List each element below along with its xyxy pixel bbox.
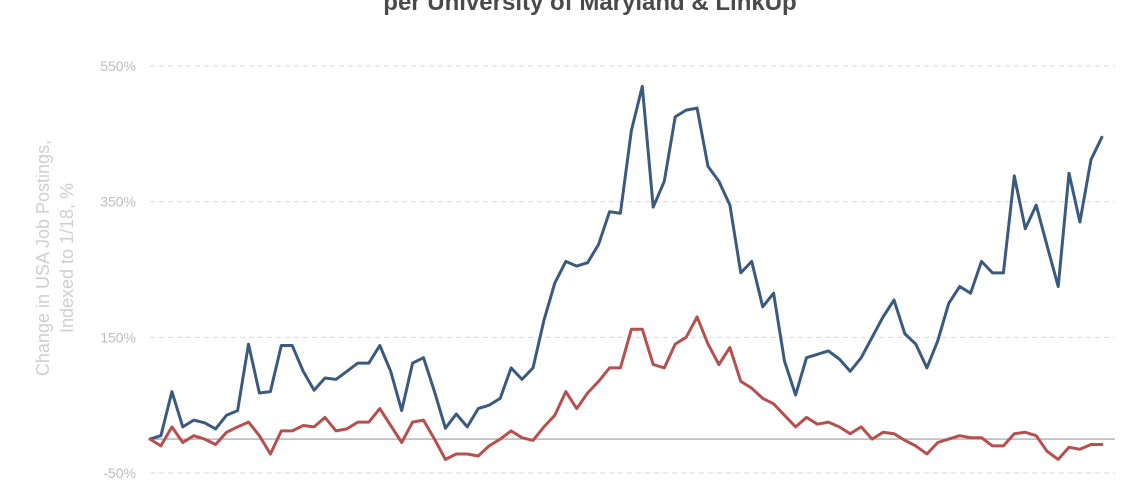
chart-title: per University of Maryland & LinkUp <box>383 0 796 16</box>
y-axis-label-line-2: Indexed to 1/18, % <box>57 183 77 333</box>
y-tick-label: 150% <box>100 329 136 345</box>
y-axis-label: Change in USA Job Postings, Indexed to 1… <box>33 140 77 376</box>
y-tick-label: -50% <box>103 465 136 481</box>
y-axis-ticks: 550% 350% 150% -50% <box>100 58 136 481</box>
series-line-1 <box>148 84 1104 441</box>
series-line-2 <box>148 315 1104 461</box>
y-axis-label-line-1: Change in USA Job Postings, <box>33 140 53 376</box>
gridlines <box>150 65 1115 474</box>
y-tick-label: 550% <box>100 58 136 74</box>
y-tick-label: 350% <box>100 194 136 210</box>
series-lines <box>148 84 1104 461</box>
